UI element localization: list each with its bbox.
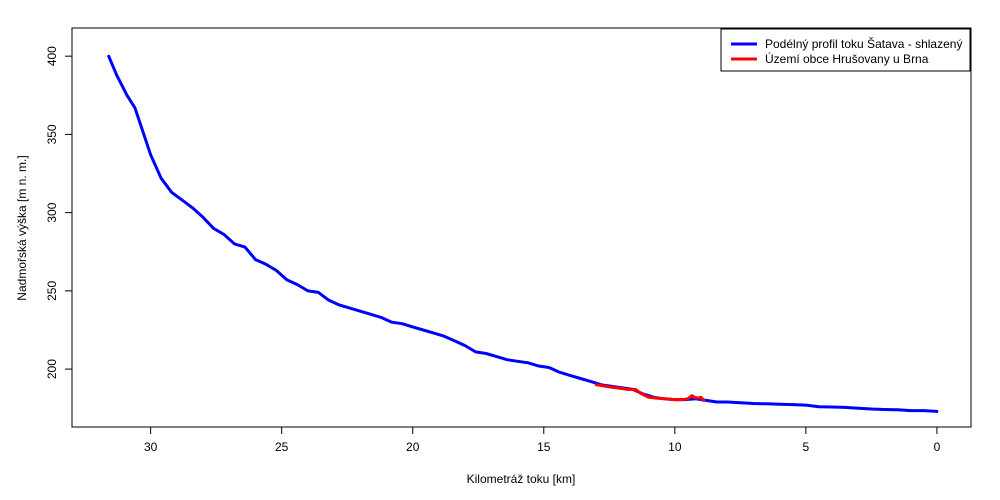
series-line-municipality — [594, 383, 706, 402]
series-line-smoothed-profile — [107, 54, 939, 413]
x-tick-label: 0 — [934, 440, 941, 454]
y-axis: 200 250 300 350 400 — [45, 46, 73, 379]
plot-frame — [71, 27, 972, 428]
x-axis: 30 25 20 15 10 5 0 — [144, 426, 941, 454]
x-tick-label: 5 — [803, 440, 810, 454]
x-tick-label: 25 — [275, 440, 289, 454]
x-tick-label: 10 — [668, 440, 682, 454]
x-tick-label: 15 — [537, 440, 551, 454]
y-tick-label: 250 — [45, 281, 59, 301]
y-tick-label: 400 — [45, 46, 59, 66]
x-tick-label: 20 — [406, 440, 420, 454]
x-axis-title: Kilometráž toku [km] — [467, 472, 576, 486]
legend-box — [720, 28, 971, 72]
legend: Podélný profil toku Šatava - shlazený Úz… — [720, 28, 971, 72]
legend-label-municipality: Území obce Hrušovany u Brna — [765, 51, 929, 66]
legend-label-smoothed-profile: Podélný profil toku Šatava - shlazený — [765, 36, 962, 51]
x-tick-label: 30 — [144, 440, 158, 454]
y-axis-title: Nadmořská výška [m n. m.] — [15, 155, 29, 300]
y-tick-label: 350 — [45, 124, 59, 144]
y-tick-label: 300 — [45, 202, 59, 222]
y-tick-label: 200 — [45, 359, 59, 379]
data-layer — [107, 54, 939, 413]
